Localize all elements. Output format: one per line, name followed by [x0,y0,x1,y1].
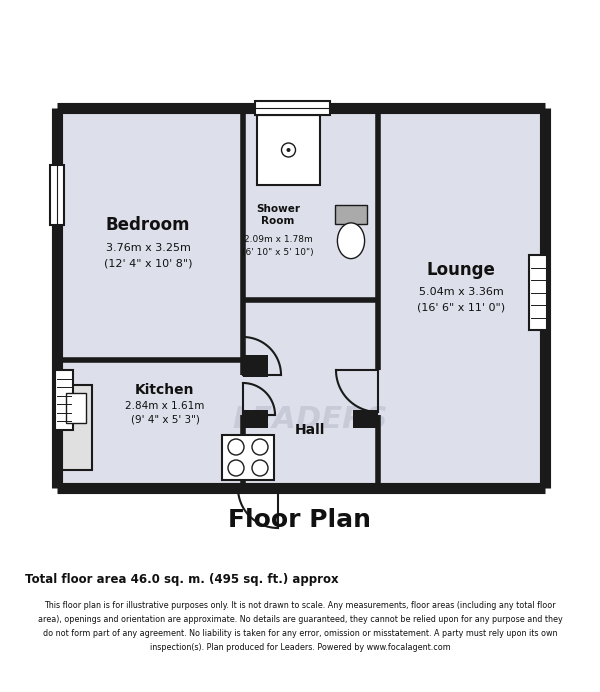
Text: Kitchen: Kitchen [135,383,195,397]
Text: (16' 6" x 11' 0"): (16' 6" x 11' 0") [417,303,505,313]
Text: 2.09m x 1.78m: 2.09m x 1.78m [244,235,313,244]
Text: Lounge: Lounge [427,261,496,279]
Bar [62,385,92,470]
Text: (6' 10" x 5' 10"): (6' 10" x 5' 10") [242,248,314,257]
Text: (9' 4" x 5' 3"): (9' 4" x 5' 3") [131,415,199,425]
Text: (12' 4" x 10' 8"): (12' 4" x 10' 8") [104,259,192,269]
Text: Hall: Hall [295,423,325,437]
Bar [222,435,274,480]
Bar [257,115,320,185]
Bar [243,355,268,377]
Bar [57,108,243,360]
Text: Floor Plan: Floor Plan [229,508,371,532]
Circle shape [287,148,290,152]
Bar [243,108,378,300]
Text: inspection(s). Plan produced for Leaders. Powered by www.focalagent.com: inspection(s). Plan produced for Leaders… [149,644,451,653]
Bar [529,255,547,330]
Text: do not form part of any agreement. No liability is taken for any error, omission: do not form part of any agreement. No li… [43,630,557,639]
Text: LEADERS: LEADERS [232,406,388,435]
Bar [243,410,268,428]
Bar [50,165,64,225]
Bar [57,360,243,488]
Text: Total floor area 46.0 sq. m. (495 sq. ft.) approx: Total floor area 46.0 sq. m. (495 sq. ft… [25,574,338,587]
Text: 2.84m x 1.61m: 2.84m x 1.61m [125,401,205,411]
Text: This floor plan is for illustrative purposes only. It is not drawn to scale. Any: This floor plan is for illustrative purp… [44,601,556,610]
Bar [55,370,73,430]
Bar [243,300,378,488]
Bar [378,108,545,488]
Text: 3.76m x 3.25m: 3.76m x 3.25m [106,243,190,253]
Bar [66,393,86,423]
Bar [353,410,378,428]
Text: area), openings and orientation are approximate. No details are guaranteed, they: area), openings and orientation are appr… [38,615,562,624]
Text: 5.04m x 3.36m: 5.04m x 3.36m [419,287,503,297]
Bar [255,101,330,115]
Bar [335,205,367,224]
Text: Bedroom: Bedroom [106,216,190,234]
Ellipse shape [337,223,365,259]
Text: Shower
Room: Shower Room [256,204,300,226]
